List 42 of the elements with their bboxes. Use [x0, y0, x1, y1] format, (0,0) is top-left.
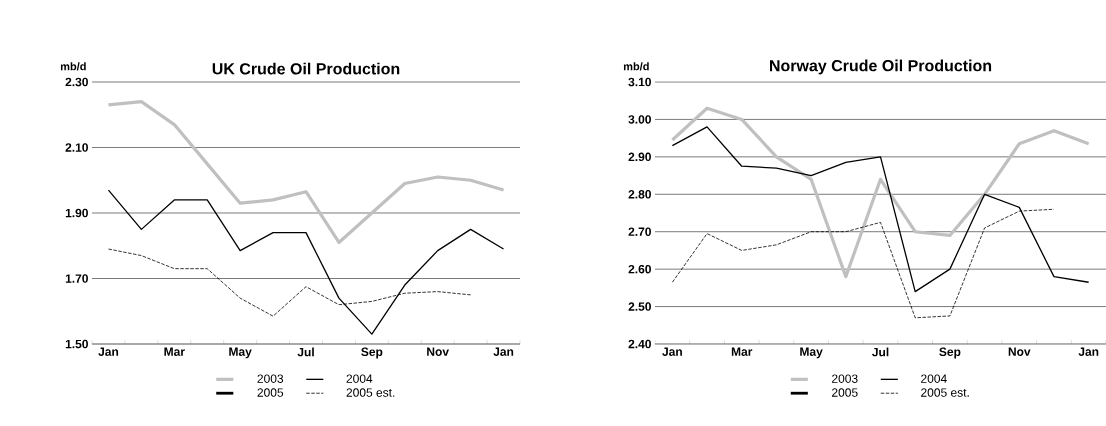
x-tick-label: Mar	[731, 347, 753, 356]
x-tick-label: Nov	[427, 347, 449, 356]
x-tick-label: May	[800, 347, 823, 359]
line-series	[106, 100, 506, 245]
y-tick-label: 2.60	[628, 264, 651, 274]
y-tick-label: 2.70	[628, 227, 651, 236]
y-tick-label: 3.10	[628, 77, 651, 87]
y-tick-label: 1.50	[65, 339, 88, 349]
x-tick-label: Jan	[493, 347, 514, 356]
chart-title: Norway Crude Oil Production	[770, 59, 992, 75]
chart-title: UK Crude Oil Production	[212, 62, 400, 75]
legend-label: 2005 est.	[921, 388, 969, 397]
legend-label: 2005	[257, 388, 284, 397]
x-tick-label: May	[229, 347, 252, 359]
y-tick-label: 2.30	[65, 77, 88, 87]
line-series	[670, 106, 1091, 279]
y-tick-label: 2.40	[628, 339, 651, 349]
legend-label: 2003	[832, 374, 858, 383]
y-tick-label: 3.00	[628, 115, 651, 124]
y-tick-label: 1.90	[65, 208, 88, 218]
line-series	[107, 189, 505, 335]
x-tick-label: Sep	[939, 347, 961, 359]
legend-label: 2004	[346, 374, 373, 383]
x-tick-label: Nov	[1008, 347, 1031, 356]
y-tick-label: 2.10	[65, 143, 88, 152]
y-tick-label: 2.50	[628, 302, 651, 311]
legend-label: 2005	[832, 388, 858, 397]
x-tick-label: Sep	[361, 347, 383, 359]
y-axis-title: mb/d	[60, 62, 86, 71]
y-tick-label: 2.90	[628, 152, 651, 162]
x-tick-label: Jul	[297, 347, 314, 357]
legend-label: 2004	[921, 374, 947, 383]
y-axis-title: mb/d	[623, 62, 649, 71]
y-tick-label: 1.70	[65, 274, 88, 283]
legend-label: 2005 est.	[346, 388, 395, 397]
y-tick-label: 2.80	[628, 190, 651, 199]
x-tick-label: Jan	[1078, 347, 1099, 356]
x-tick-label: Jan	[662, 347, 682, 356]
x-tick-label: Jul	[872, 347, 889, 357]
x-tick-label: Jan	[98, 347, 119, 356]
x-tick-label: Mar	[164, 347, 185, 356]
legend-label: 2003	[257, 374, 284, 383]
